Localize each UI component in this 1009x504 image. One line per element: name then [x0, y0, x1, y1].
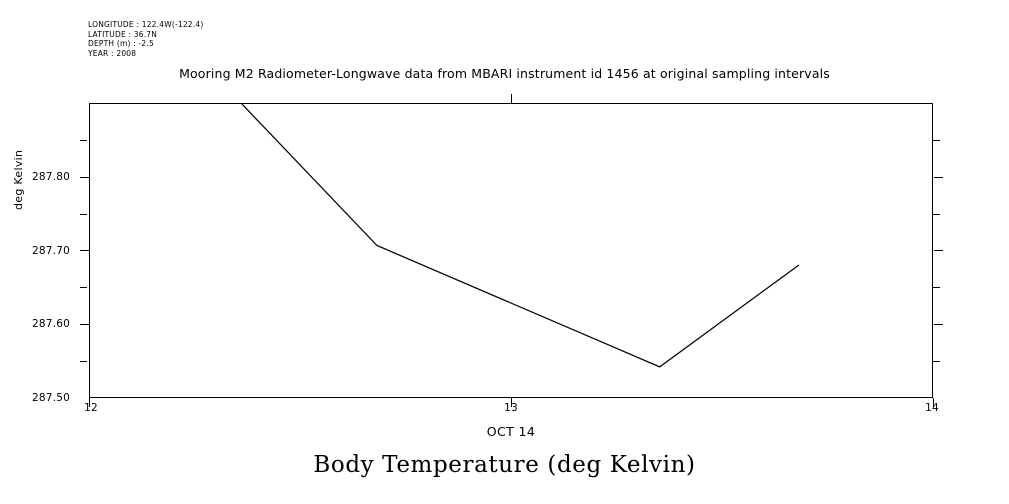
xtick-mark-14	[933, 398, 934, 407]
ytick-mark-right-287-80	[934, 177, 943, 178]
data-line-body-temperature	[241, 104, 800, 368]
ytick-label-287-60: 287.60	[32, 318, 70, 330]
metadata-depth: DEPTH (m) : -2.5	[88, 39, 154, 48]
ytick-mark-minor-287-55	[80, 361, 87, 362]
ytick-mark-right-minor-287-65	[933, 287, 940, 288]
station-metadata-block: LONGITUDE : 122.4W(-122.4) LATITUDE : 36…	[88, 20, 203, 58]
ytick-label-287-50: 287.50	[32, 392, 70, 404]
figure-caption: Body Temperature (deg Kelvin)	[313, 452, 696, 478]
ytick-mark-minor-287-75	[80, 214, 87, 215]
ytick-mark-minor-287-85	[80, 140, 87, 141]
metadata-longitude: LONGITUDE : 122.4W(-122.4)	[88, 20, 204, 29]
ytick-label-287-80: 287.80	[32, 171, 70, 183]
ytick-mark-minor-287-65	[80, 287, 87, 288]
xtick-label-14: 14	[925, 402, 939, 414]
ytick-label-287-70: 287.70	[32, 245, 70, 257]
metadata-latitude: LATITUDE : 36.7N	[88, 29, 158, 39]
xtick-label-13: 13	[504, 402, 518, 414]
xtick-mark-13	[511, 398, 512, 407]
x-axis-title: OCT 14	[486, 424, 536, 439]
data-series-svg	[241, 104, 800, 368]
plot-frame	[89, 103, 933, 398]
ytick-mark-287-70	[80, 250, 89, 251]
ytick-mark-right-287-70	[934, 250, 943, 251]
metadata-year: YEAR : 2008	[88, 48, 137, 58]
ytick-mark-287-80	[80, 177, 89, 178]
plot-title: Mooring M2 Radiometer-Longwave data from…	[179, 66, 830, 81]
xtick-mark-top-13	[511, 94, 512, 103]
ytick-mark-right-minor-287-75	[933, 214, 940, 215]
ytick-mark-right-minor-287-55	[933, 361, 940, 362]
y-axis-title: deg Kelvin	[12, 149, 25, 210]
ytick-mark-right-287-60	[934, 324, 943, 325]
xtick-mark-12	[89, 398, 90, 407]
ytick-mark-287-60	[80, 324, 89, 325]
ytick-mark-right-minor-287-85	[933, 140, 940, 141]
xtick-label-12: 12	[84, 402, 98, 414]
